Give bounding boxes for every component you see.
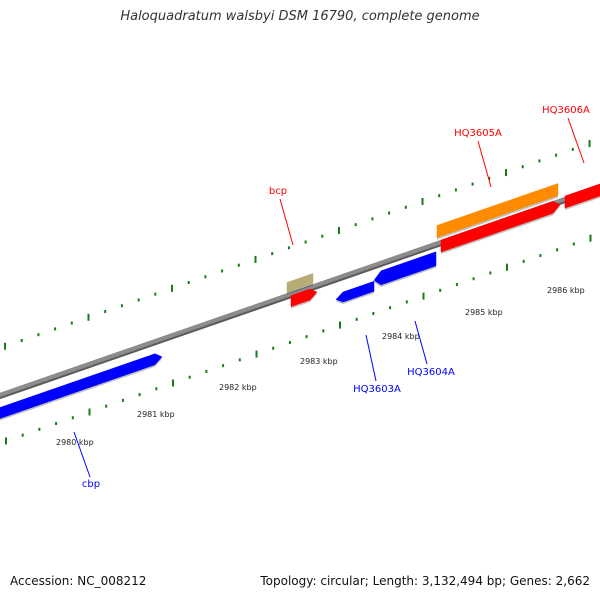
gene-feature-forward-cds [440,200,561,253]
gene-feature-forward-cds [290,288,318,307]
gene-label: HQ3606A [542,105,590,116]
scale-label: 2982 kbp [219,383,257,392]
gene-label-leader [414,320,428,365]
accession-text: Accession: NC_008212 [10,574,147,588]
gene-label: HQ3604A [407,367,455,378]
gene-label: cbp [82,479,100,490]
gene-label: HQ3603A [353,384,401,395]
gene-label-leader [279,198,294,246]
gene-label-leader [477,140,492,188]
gene-feature-reverse-cds [373,251,437,286]
gene-label-leader [365,334,377,382]
labels: 2980 kbp 2981 kbp 2982 kbp 2983 kbp 2984 kbp… [56,105,590,490]
backbone [0,184,600,400]
gene-feature-forward-cds [564,183,600,209]
gene-label: HQ3605A [454,128,502,139]
scale-label: 2983 kbp [300,357,338,366]
gene-label: bcp [269,186,287,197]
gene-feature-reverse-cds [0,353,163,419]
scale-label: 2984 kbp [382,332,420,341]
scale-label: 2985 kbp [465,308,503,317]
scale-label: 2986 kbp [547,286,585,295]
genome-summary: Topology: circular; Length: 3,132,494 bp… [260,574,590,588]
gene-feature-reverse-cds [335,280,375,303]
gene-label-leader [567,117,585,164]
scale-label: 2981 kbp [137,410,175,419]
gene-feature-rna [436,183,559,238]
genome-title: Haloquadratum walsbyi DSM 16790, complet… [120,9,480,24]
gene-feature-other [286,273,314,293]
tick-marks [4,140,592,445]
gene-label-leader [73,431,91,478]
scale-label: 2980 kbp [56,438,94,447]
features [0,183,600,421]
